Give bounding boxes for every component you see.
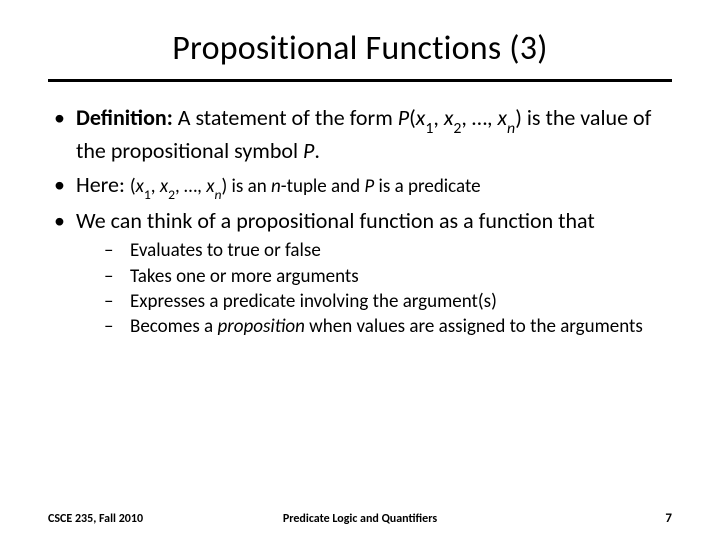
sub4-a: Becomes a bbox=[130, 315, 217, 338]
def-text-a: A statement of the form bbox=[173, 104, 398, 131]
footer-page-number: 7 bbox=[464, 511, 672, 526]
sub-bullet-1: Evaluates to true or false bbox=[76, 239, 672, 263]
bullet-here: Here: (x1, x2, …, xn) is an n-tuple and … bbox=[48, 171, 672, 201]
sub-bullet-2: Takes one or more arguments bbox=[76, 265, 672, 289]
sub-bullet-list: Evaluates to true or false Takes one or … bbox=[76, 239, 672, 339]
def-sub2: 2 bbox=[453, 119, 461, 138]
here-sub2: 2 bbox=[168, 186, 175, 203]
def-subn: n bbox=[507, 119, 515, 138]
slide-content: Definition: A statement of the form P(x1… bbox=[48, 104, 672, 340]
bullet-think: We can think of a propositional function… bbox=[48, 207, 672, 339]
def-c1: , bbox=[433, 104, 443, 131]
sub4-c: when values are assigned to the argument… bbox=[305, 315, 643, 338]
def-x2: x bbox=[444, 104, 454, 131]
def-paren-open: ( bbox=[409, 104, 416, 131]
here-x2: x bbox=[160, 175, 168, 198]
here-c1: , bbox=[151, 175, 160, 198]
def-period: . bbox=[314, 137, 320, 164]
here-sub1: 1 bbox=[144, 186, 151, 203]
def-c2: , …, bbox=[461, 104, 497, 131]
def-sub1: 1 bbox=[425, 119, 433, 138]
here-subn: n bbox=[214, 186, 221, 203]
footer-left: CSCE 235, Fall 2010 bbox=[48, 512, 256, 526]
def-x1: x bbox=[416, 104, 426, 131]
think-text: We can think of a propositional function… bbox=[76, 207, 595, 234]
slide: Propositional Functions (3) Definition: … bbox=[0, 0, 720, 540]
here-mid: is an bbox=[227, 175, 271, 198]
here-P: P bbox=[364, 175, 374, 198]
def-P2: P bbox=[303, 137, 314, 164]
here-label: Here: bbox=[76, 171, 130, 198]
here-small: (x1, x2, …, xn) is an n-tuple and P is a… bbox=[130, 175, 481, 198]
bullet-definition: Definition: A statement of the form P(x1… bbox=[48, 104, 672, 165]
here-x1: x bbox=[136, 175, 144, 198]
slide-footer: CSCE 235, Fall 2010 Predicate Logic and … bbox=[0, 511, 720, 526]
here-c2: , …, bbox=[175, 175, 206, 198]
here-n: n bbox=[271, 175, 281, 198]
here-pred: is a predicate bbox=[374, 175, 480, 198]
here-tuple: -tuple and bbox=[281, 175, 365, 198]
bullet-list: Definition: A statement of the form P(x1… bbox=[48, 104, 672, 340]
sub-bullet-4: Becomes a proposition when values are as… bbox=[76, 315, 672, 339]
title-rule bbox=[48, 79, 672, 82]
sub-bullet-3: Expresses a predicate involving the argu… bbox=[76, 290, 672, 314]
footer-center: Predicate Logic and Quantifiers bbox=[256, 512, 464, 526]
def-P: P bbox=[398, 104, 409, 131]
sub4-b: proposition bbox=[217, 315, 304, 338]
def-paren-close: ) bbox=[515, 104, 522, 131]
def-label: Definition: bbox=[76, 104, 173, 131]
def-xn: x bbox=[498, 104, 508, 131]
slide-title: Propositional Functions (3) bbox=[48, 28, 672, 69]
